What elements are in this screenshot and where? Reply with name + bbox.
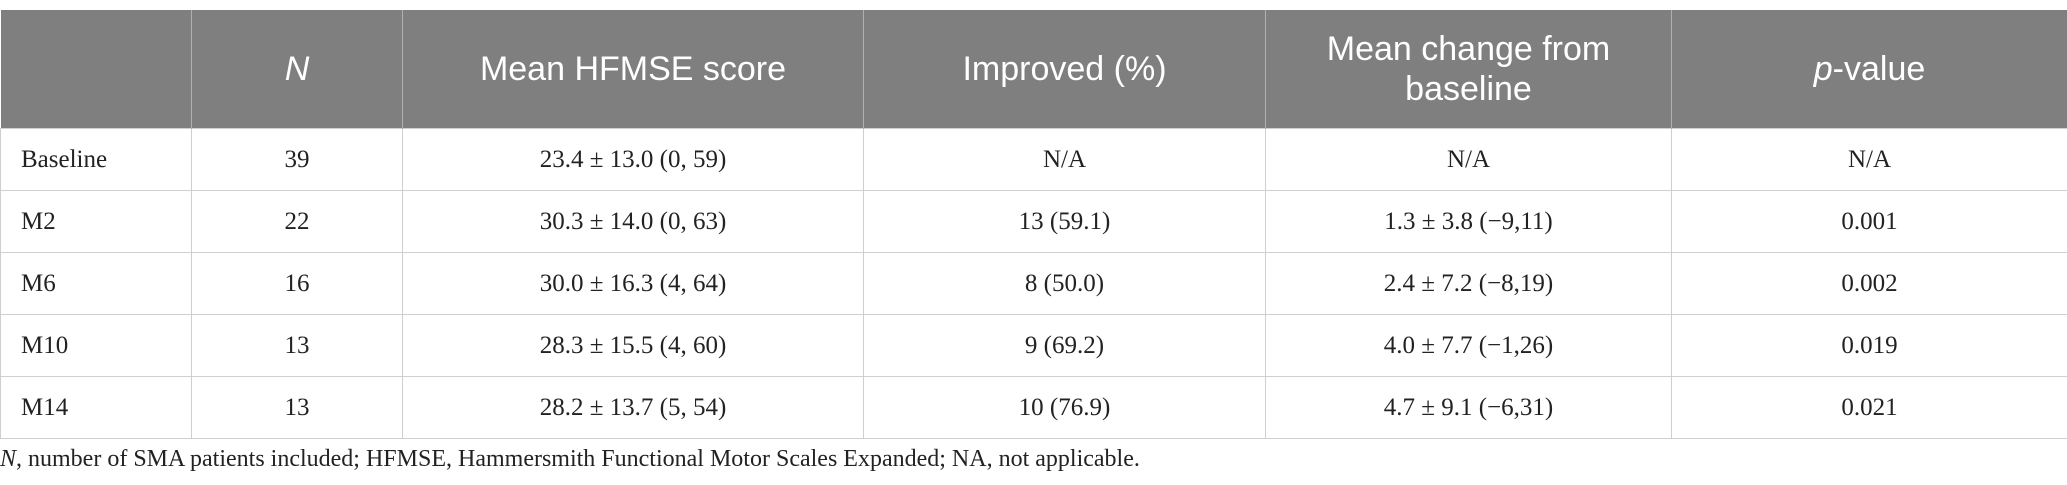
table-cell: 0.001	[1671, 190, 2067, 253]
table-cell: 30.3 ± 14.0 (0, 63)	[402, 190, 864, 253]
footnote: N, number of SMA patients included; HFMS…	[0, 446, 1140, 473]
table-cell: 39	[191, 128, 403, 191]
footnote-italic: N	[0, 446, 17, 472]
table-row: M14 13 28.2 ± 13.7 (5, 54) 10 (76.9) 4.7 ± 9…	[0, 376, 2067, 439]
table-cell: N/A	[863, 128, 1266, 191]
table-row: M6 16 30.0 ± 16.3 (4, 64) 8 (50.0) 2.4 ± 7.2…	[0, 252, 2067, 315]
table-cell: N/A	[1671, 128, 2067, 191]
table-cell: 8 (50.0)	[863, 252, 1266, 315]
table-cell: 1.3 ± 3.8 (−9,11)	[1265, 190, 1672, 253]
table-cell: 28.3 ± 15.5 (4, 60)	[402, 314, 864, 377]
header-row: N Mean HFMSE score Improved (%) Mean change…	[0, 10, 2067, 129]
row-label: M10	[0, 314, 192, 377]
header-cell: Improved (%)	[863, 10, 1266, 129]
table-cell: 10 (76.9)	[863, 376, 1266, 439]
footnote-text: , number of SMA patients included; HFMSE…	[16, 446, 1140, 472]
header-cell: Mean change from baseline	[1265, 10, 1672, 129]
data-table: N Mean HFMSE score Improved (%) Mean change…	[0, 10, 2067, 439]
row-label: M2	[0, 190, 192, 253]
table-cell: 13	[191, 376, 403, 439]
table-row: M2 22 30.3 ± 14.0 (0, 63) 13 (59.1) 1.3 ± 3.…	[0, 190, 2067, 253]
header-italic: p	[1813, 50, 1833, 88]
table-body: Baseline 39 23.4 ± 13.0 (0, 59) N/A N/A N/A M2…	[0, 128, 2067, 439]
table-cell: 4.0 ± 7.7 (−1,26)	[1265, 314, 1672, 377]
table-cell: 4.7 ± 9.1 (−6,31)	[1265, 376, 1672, 439]
table-cell: 0.021	[1671, 376, 2067, 439]
table-cell: 23.4 ± 13.0 (0, 59)	[402, 128, 864, 191]
table-cell: 13	[191, 314, 403, 377]
table-row: M10 13 28.3 ± 15.5 (4, 60) 9 (69.2) 4.0 ± 7.…	[0, 314, 2067, 377]
row-label: Baseline	[0, 128, 192, 191]
table-cell: 0.002	[1671, 252, 2067, 315]
table-cell: 2.4 ± 7.2 (−8,19)	[1265, 252, 1672, 315]
table-cell: N/A	[1265, 128, 1672, 191]
table-cell: 16	[191, 252, 403, 315]
table-row: Baseline 39 23.4 ± 13.0 (0, 59) N/A N/A N/A	[0, 128, 2067, 191]
table-cell: 30.0 ± 16.3 (4, 64)	[402, 252, 864, 315]
row-label: M6	[0, 252, 192, 315]
header-cell: Mean HFMSE score	[402, 10, 864, 129]
table-cell: 28.2 ± 13.7 (5, 54)	[402, 376, 864, 439]
table-cell: 22	[191, 190, 403, 253]
table-cell: 9 (69.2)	[863, 314, 1266, 377]
header-cell	[0, 10, 192, 129]
header-cell: N	[191, 10, 403, 129]
table-cell: 0.019	[1671, 314, 2067, 377]
header-cell: p-value	[1671, 10, 2067, 129]
row-label: M14	[0, 376, 192, 439]
header-text: -value	[1832, 50, 1926, 88]
table-cell: 13 (59.1)	[863, 190, 1266, 253]
